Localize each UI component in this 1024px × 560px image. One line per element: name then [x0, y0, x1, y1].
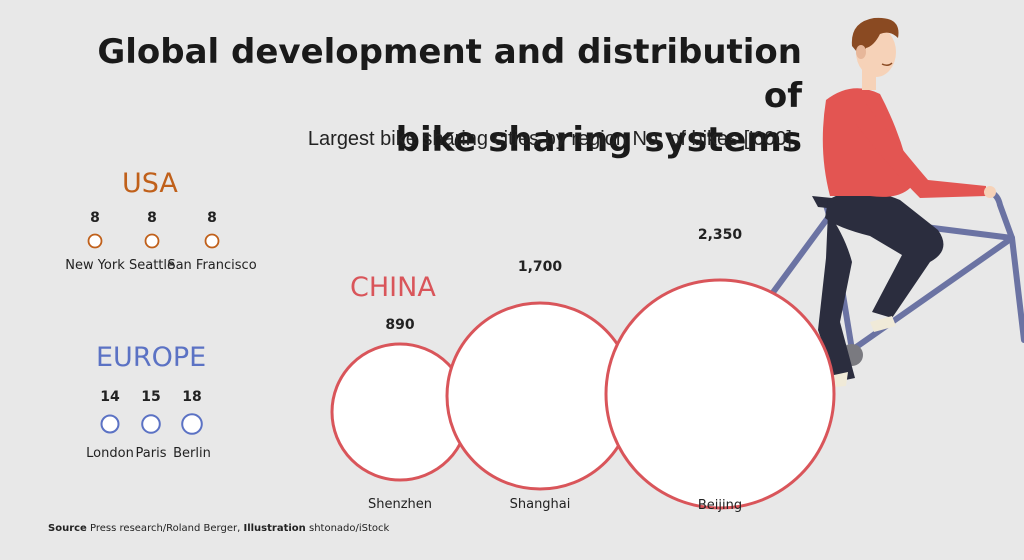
- bubble-paris: [141, 414, 161, 434]
- region-label-usa: USA: [122, 168, 178, 199]
- chart-subtitle: Largest bike sharing cities by region No…: [307, 128, 792, 150]
- value-label-london: 14: [100, 389, 120, 405]
- value-label-beijing: 2,350: [697, 227, 743, 243]
- bubbles-layer: [87, 233, 836, 510]
- value-label-san-francisco: 8: [207, 210, 217, 226]
- city-label-london: London: [86, 446, 134, 461]
- chart-title-line1: Global development and distribution of: [97, 32, 802, 116]
- source-note: Source Press research/Roland Berger, Ill…: [48, 523, 389, 534]
- bubble-san-francisco: [204, 233, 220, 249]
- city-label-seattle: Seattle: [128, 258, 176, 273]
- city-label-shanghai: Shanghai: [509, 497, 571, 512]
- bubble-new-york: [87, 233, 103, 249]
- value-label-shanghai: 1,700: [517, 259, 563, 275]
- chart-title: Global development and distribution of b…: [82, 30, 802, 162]
- city-label-new-york: New York: [65, 258, 125, 273]
- value-label-seattle: 8: [147, 210, 157, 226]
- chart-title-line2: bike sharing systems: [395, 120, 802, 160]
- bubble-seattle: [144, 233, 160, 249]
- city-label-paris: Paris: [135, 446, 167, 461]
- cyclist-illustration: [715, 17, 1024, 388]
- source-label: Source: [48, 523, 87, 534]
- value-label-new-york: 8: [90, 210, 100, 226]
- value-label-berlin: 18: [182, 389, 202, 405]
- bubble-london: [100, 414, 120, 434]
- city-label-shenzhen: Shenzhen: [367, 497, 433, 512]
- region-label-china: CHINA: [350, 272, 436, 303]
- illustration-text: shtonado/iStock: [308, 523, 390, 534]
- value-label-shenzhen: 890: [385, 317, 415, 333]
- value-label-paris: 15: [141, 389, 161, 405]
- source-text: Press research/Roland Berger,: [90, 523, 241, 534]
- bubble-beijing: [604, 278, 836, 510]
- city-label-berlin: Berlin: [173, 446, 211, 461]
- illustration-label: Illustration: [243, 523, 306, 534]
- city-label-beijing: Beijing: [697, 498, 743, 513]
- bubble-berlin: [181, 413, 203, 435]
- city-label-san-francisco: San Francisco: [167, 258, 257, 273]
- region-label-europe: EUROPE: [96, 342, 207, 373]
